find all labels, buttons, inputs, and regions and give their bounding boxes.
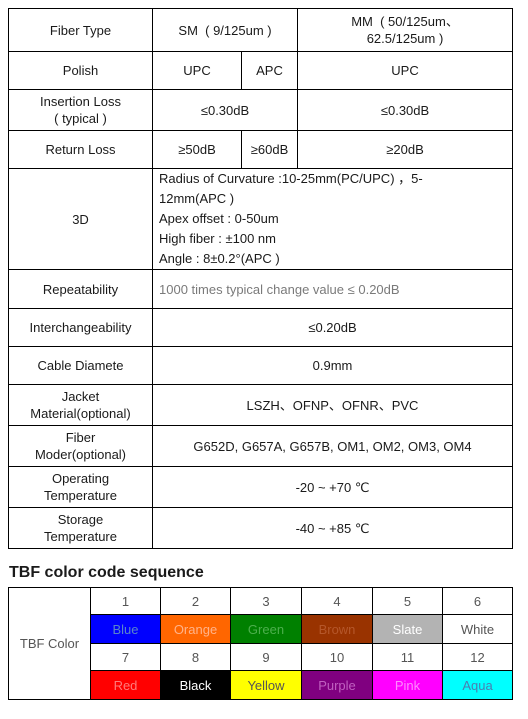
row-polish: Polish UPC APC UPC xyxy=(8,51,514,90)
il-line2: ( typical ) xyxy=(54,111,107,126)
color-row-2-numbers: 7 8 9 10 11 12 xyxy=(9,643,513,671)
fiber-mode-line2: Moder(optional) xyxy=(34,447,127,462)
color-swatch: Pink xyxy=(372,670,443,700)
color-num: 3 xyxy=(230,587,302,615)
3d-line5: Angle : 8±0.2°(APC ) xyxy=(159,251,280,266)
op-temp-line1: Operating xyxy=(51,471,110,486)
row-repeatability: Repeatability 1000 times typical change … xyxy=(8,269,514,309)
color-swatch: Slate xyxy=(372,614,443,644)
label-jacket: Jacket Material(optional) xyxy=(8,384,153,426)
color-num: 12 xyxy=(442,643,513,671)
color-swatch: Black xyxy=(160,670,231,700)
color-code-table: TBF Color 1 2 3 4 5 6 Blue Orange Green … xyxy=(8,587,513,700)
color-num: 6 xyxy=(442,587,513,615)
row-3d: 3D Radius of Curvature :10-25mm(PC/UPC) … xyxy=(8,168,514,270)
jacket-line2: Material(optional) xyxy=(30,406,131,421)
color-num: 1 xyxy=(90,587,161,615)
op-temp-line2: Temperature xyxy=(44,488,117,503)
label-storage-temp: Storage Temperature xyxy=(8,507,153,549)
row-return-loss: Return Loss ≥50dB ≥60dB ≥20dB xyxy=(8,130,514,169)
jacket-line1: Jacket xyxy=(61,389,100,404)
value-polish-apc: APC xyxy=(240,51,299,90)
label-repeatability: Repeatability xyxy=(8,269,153,309)
color-swatch: Aqua xyxy=(442,670,513,700)
value-fiber-mode: G652D, G657A, G657B, OM1, OM2, OM3, OM4 xyxy=(151,425,514,467)
color-row-1-swatches: Blue Orange Green Brown Slate White xyxy=(9,614,513,644)
value-3d: Radius of Curvature :10-25mm(PC/UPC) ，5-… xyxy=(151,168,514,270)
spec-table: Fiber Type SM ( 9/125um ) MM ( 50/125um、… xyxy=(8,8,514,549)
color-num: 11 xyxy=(372,643,443,671)
color-num: 8 xyxy=(160,643,231,671)
value-rl-mm: ≥20dB xyxy=(297,130,514,169)
color-num: 5 xyxy=(372,587,443,615)
color-num: 2 xyxy=(160,587,231,615)
color-row-2-swatches: Red Black Yellow Purple Pink Aqua xyxy=(9,670,513,700)
color-swatch: Red xyxy=(90,670,161,700)
color-swatch: Brown xyxy=(301,614,373,644)
row-insertion-loss: Insertion Loss ( typical ) ≤0.30dB ≤0.30… xyxy=(8,89,514,131)
value-cable-diameter: 0.9mm xyxy=(151,346,514,385)
row-storage-temp: Storage Temperature -40 ~ +85 ℃ xyxy=(8,507,514,549)
color-swatch: Orange xyxy=(160,614,231,644)
3d-line3: Apex offset : 0-50um xyxy=(159,211,279,226)
color-row-label: TBF Color xyxy=(8,587,91,700)
value-polish-mm: UPC xyxy=(297,51,514,90)
value-fiber-type-mm: MM ( 50/125um、 62.5/125um ) xyxy=(297,8,514,52)
color-swatch: Green xyxy=(230,614,302,644)
value-jacket: LSZH、OFNP、OFNR、PVC xyxy=(151,384,514,426)
value-repeatability: 1000 times typical change value ≤ 0.20dB xyxy=(151,269,514,309)
value-interchangeability: ≤0.20dB xyxy=(151,308,514,347)
value-il-mm: ≤0.30dB xyxy=(297,89,514,131)
value-rl-upc: ≥50dB xyxy=(152,130,242,169)
il-line1: Insertion Loss xyxy=(40,94,121,109)
row-cable-diameter: Cable Diamete 0.9mm xyxy=(8,346,514,385)
row-fiber-type: Fiber Type SM ( 9/125um ) MM ( 50/125um、… xyxy=(8,8,514,52)
label-insertion-loss: Insertion Loss ( typical ) xyxy=(8,89,153,131)
label-fiber-mode: Fiber Moder(optional) xyxy=(8,425,153,467)
label-interchangeability: Interchangeability xyxy=(8,308,153,347)
color-num: 7 xyxy=(90,643,161,671)
label-operating-temp: Operating Temperature xyxy=(8,466,153,508)
label-cable-diameter: Cable Diamete xyxy=(8,346,153,385)
color-swatch: Yellow xyxy=(230,670,302,700)
value-fiber-type-sm: SM ( 9/125um ) xyxy=(151,8,299,52)
label-3d: 3D xyxy=(8,168,153,270)
color-section-title: TBF color code sequence xyxy=(9,564,204,581)
color-num: 10 xyxy=(301,643,373,671)
mm-line2: 62.5/125um ) xyxy=(366,31,444,46)
value-rl-apc: ≥60dB xyxy=(240,130,299,169)
value-operating-temp: -20 ~ +70 ℃ xyxy=(151,466,514,508)
row-fiber-mode: Fiber Moder(optional) G652D, G657A, G657… xyxy=(8,425,514,467)
row-operating-temp: Operating Temperature -20 ~ +70 ℃ xyxy=(8,466,514,508)
label-fiber-type: Fiber Type xyxy=(8,8,153,52)
color-row-1-numbers: TBF Color 1 2 3 4 5 6 xyxy=(8,587,513,700)
mm-line1: MM ( 50/125um、 xyxy=(351,14,459,29)
color-num: 9 xyxy=(230,643,302,671)
label-return-loss: Return Loss xyxy=(8,130,153,169)
st-temp-line1: Storage xyxy=(57,512,104,527)
label-polish: Polish xyxy=(8,51,153,90)
3d-line4: High fiber : ±100 nm xyxy=(159,231,276,246)
3d-line2: 12mm(APC ) xyxy=(159,191,235,206)
value-polish-upc: UPC xyxy=(152,51,242,90)
3d-line1: Radius of Curvature :10-25mm(PC/UPC) ，5- xyxy=(159,171,423,186)
row-interchangeability: Interchangeability ≤0.20dB xyxy=(8,308,514,347)
color-swatch: Purple xyxy=(301,670,373,700)
fiber-mode-line1: Fiber xyxy=(65,430,96,445)
row-jacket: Jacket Material(optional) LSZH、OFNP、OFNR… xyxy=(8,384,514,426)
color-swatch: Blue xyxy=(90,614,161,644)
value-il-sm: ≤0.30dB xyxy=(151,89,299,131)
color-num: 4 xyxy=(301,587,373,615)
value-storage-temp: -40 ~ +85 ℃ xyxy=(151,507,514,549)
color-swatch: White xyxy=(442,614,513,644)
st-temp-line2: Temperature xyxy=(44,529,117,544)
